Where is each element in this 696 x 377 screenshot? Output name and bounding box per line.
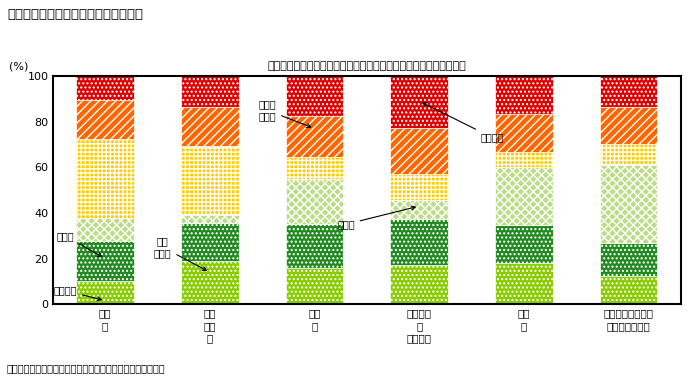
Bar [77,280,134,304]
Bar [600,107,658,144]
Bar [77,100,134,139]
Text: 中学校卒: 中学校卒 [54,285,101,301]
Bar [181,107,239,146]
Bar [286,268,343,304]
Bar [495,225,553,263]
Bar [77,241,134,280]
Bar [600,242,658,276]
Text: 大学院卒: 大学院卒 [423,103,505,143]
Bar [495,76,553,114]
Title: 在留資格別にみると、外国人労働者の学歴構成には大きな差がある: 在留資格別にみると、外国人労働者の学歴構成には大きな差がある [267,61,466,71]
Bar [77,218,134,241]
Bar [390,265,448,304]
Bar [600,144,658,166]
Bar [181,261,239,304]
Text: 第２－３－９図　外国人労働者の学歴: 第２－３－９図 外国人労働者の学歴 [7,8,143,20]
Text: 高校卒: 高校卒 [56,231,102,257]
Text: （備考）厚生労働省「賃金構造基本統計調査」により作成。: （備考）厚生労働省「賃金構造基本統計調査」により作成。 [7,363,166,373]
Bar [390,219,448,265]
Bar [286,224,343,268]
Bar [181,76,239,107]
Bar [286,179,343,224]
Text: 大学卒: 大学卒 [337,206,416,229]
Bar [390,76,448,128]
Bar [390,200,448,219]
Bar [286,116,343,156]
Bar [286,156,343,179]
Bar [600,76,658,107]
Text: 専門
学校卒: 専門 学校卒 [154,236,206,270]
Bar [181,223,239,261]
Bar [600,276,658,304]
Bar [77,76,134,100]
Text: (%): (%) [9,61,28,72]
Bar [600,166,658,242]
Bar [181,215,239,223]
Text: 高専・
短大卒: 高専・ 短大卒 [259,100,311,127]
Bar [77,139,134,218]
Bar [495,152,553,167]
Bar [286,76,343,116]
Bar [181,146,239,215]
Bar [390,128,448,174]
Bar [390,174,448,200]
Bar [495,114,553,152]
Bar [495,263,553,304]
Bar [495,167,553,225]
